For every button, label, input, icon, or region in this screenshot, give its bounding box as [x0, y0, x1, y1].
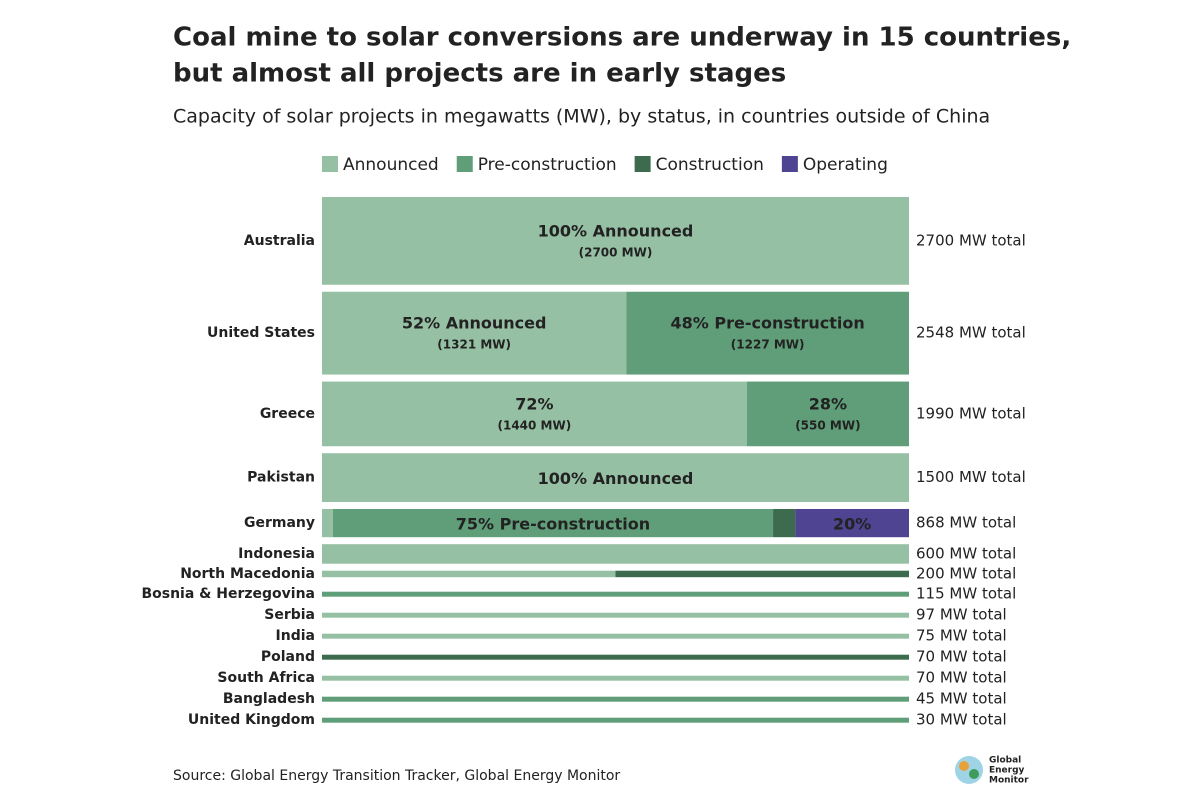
bar-row: Germany 868 MW total 75% Pre-construction 2… — [244, 508, 1016, 538]
bar-row: Greece 1990 MW total 72% (1440 MW) 28% (550 M… — [260, 381, 1026, 447]
total-label: 200 MW total — [916, 564, 1016, 582]
bar-row: Indonesia 600 MW total — [238, 544, 1016, 564]
segment-label: 72% — [515, 394, 553, 413]
total-label: 600 MW total — [916, 544, 1016, 562]
segment-label: 52% Announced — [402, 314, 547, 333]
bar-row: South Africa 70 MW total — [217, 669, 1006, 687]
bar-segment — [322, 717, 909, 723]
bar-segment — [322, 654, 909, 660]
bar-row: Poland 70 MW total — [261, 648, 1007, 666]
logo-text: Monitor — [989, 776, 1029, 786]
segment-label: 100% Announced — [538, 221, 694, 240]
total-label: 75 MW total — [916, 627, 1007, 645]
bar-row: Bangladesh 45 MW total — [223, 690, 1007, 708]
segment-label: 20% — [833, 515, 871, 534]
total-label: 30 MW total — [916, 711, 1007, 729]
total-label: 115 MW total — [916, 585, 1016, 603]
segment-label: 28% — [809, 394, 847, 413]
bar-segment — [322, 508, 333, 538]
logo-text: Energy — [989, 766, 1025, 776]
legend-label: Operating — [803, 155, 888, 175]
bar-row: India 75 MW total — [276, 627, 1007, 645]
total-label: 97 MW total — [916, 606, 1007, 624]
bar-row: United Kingdom 30 MW total — [188, 711, 1007, 729]
legend-swatch — [456, 156, 473, 172]
total-label: 70 MW total — [916, 669, 1007, 687]
bar-row: North Macedonia 200 MW total — [180, 564, 1016, 582]
bar-segment — [773, 508, 796, 538]
segment-value-label: (2700 MW) — [579, 245, 653, 259]
category-label: Pakistan — [247, 470, 315, 486]
segment-value-label: (1440 MW) — [498, 418, 572, 432]
category-label: Australia — [244, 233, 315, 249]
bar-row: Pakistan 1500 MW total 100% Announced — [247, 453, 1026, 502]
logo: Global Energy Monitor — [955, 756, 1029, 786]
total-label: 45 MW total — [916, 690, 1007, 708]
segment-value-label: (550 MW) — [795, 418, 860, 432]
bar-segment — [746, 381, 909, 447]
total-label: 1500 MW total — [916, 468, 1026, 486]
bar-segment — [322, 612, 909, 618]
bar-segment — [322, 544, 909, 564]
bar-segment — [626, 291, 909, 375]
bar-row: Bosnia & Herzegovina 115 MW total — [141, 585, 1016, 603]
bar-segment — [322, 591, 909, 597]
category-label: Bangladesh — [223, 691, 315, 707]
category-label: North Macedonia — [180, 566, 315, 582]
legend-swatch — [781, 156, 798, 172]
bar-segment — [322, 381, 747, 447]
logo-dot — [959, 761, 969, 771]
segment-label: 48% Pre-construction — [671, 314, 865, 333]
category-label: Bosnia & Herzegovina — [141, 586, 315, 602]
legend-label: Pre-construction — [478, 155, 617, 175]
bar-row: Australia 2700 MW total 100% Announced (270… — [244, 197, 1026, 285]
category-label: Poland — [261, 649, 315, 665]
logo-text: Global — [989, 756, 1021, 766]
chart-title: but almost all projects are in early sta… — [173, 59, 786, 89]
category-label: Serbia — [264, 607, 315, 623]
category-label: Greece — [260, 406, 315, 422]
bar-segment — [322, 675, 909, 681]
segment-label: 75% Pre-construction — [456, 515, 650, 534]
bar-segment — [332, 508, 774, 538]
total-label: 70 MW total — [916, 648, 1007, 666]
bar-row: Serbia 97 MW total — [264, 606, 1006, 624]
category-label: India — [276, 628, 315, 644]
segment-label: 100% Announced — [538, 469, 694, 488]
segment-value-label: (1321 MW) — [437, 338, 511, 352]
total-label: 2548 MW total — [916, 324, 1026, 342]
total-label: 868 MW total — [916, 514, 1016, 532]
chart-title: Coal mine to solar conversions are under… — [173, 23, 1071, 53]
bar-segment — [795, 508, 909, 538]
category-label: United Kingdom — [188, 712, 315, 728]
logo-globe — [955, 756, 983, 784]
bar-segment — [322, 570, 616, 578]
bar-segment — [615, 570, 909, 578]
bar-segment — [322, 291, 627, 375]
bar-segment — [322, 696, 909, 702]
bar-segment — [322, 197, 909, 285]
chart-subtitle: Capacity of solar projects in megawatts … — [173, 106, 990, 128]
source: Source: Global Energy Transition Tracker… — [173, 768, 620, 784]
category-label: Germany — [244, 515, 315, 531]
logo-dot — [969, 769, 979, 779]
bar-segment — [322, 633, 909, 639]
legend-label: Announced — [343, 155, 439, 175]
category-label: United States — [207, 325, 315, 341]
category-label: Indonesia — [238, 546, 315, 562]
total-label: 1990 MW total — [916, 404, 1026, 422]
bar-row: United States 2548 MW total 52% Announced (… — [207, 291, 1026, 375]
legend-swatch — [634, 156, 651, 172]
category-label: South Africa — [217, 670, 315, 686]
total-label: 2700 MW total — [916, 231, 1026, 249]
bar-segment — [322, 453, 909, 502]
legend-label: Construction — [656, 155, 764, 175]
segment-value-label: (1227 MW) — [731, 338, 805, 352]
legend-swatch — [322, 156, 338, 172]
